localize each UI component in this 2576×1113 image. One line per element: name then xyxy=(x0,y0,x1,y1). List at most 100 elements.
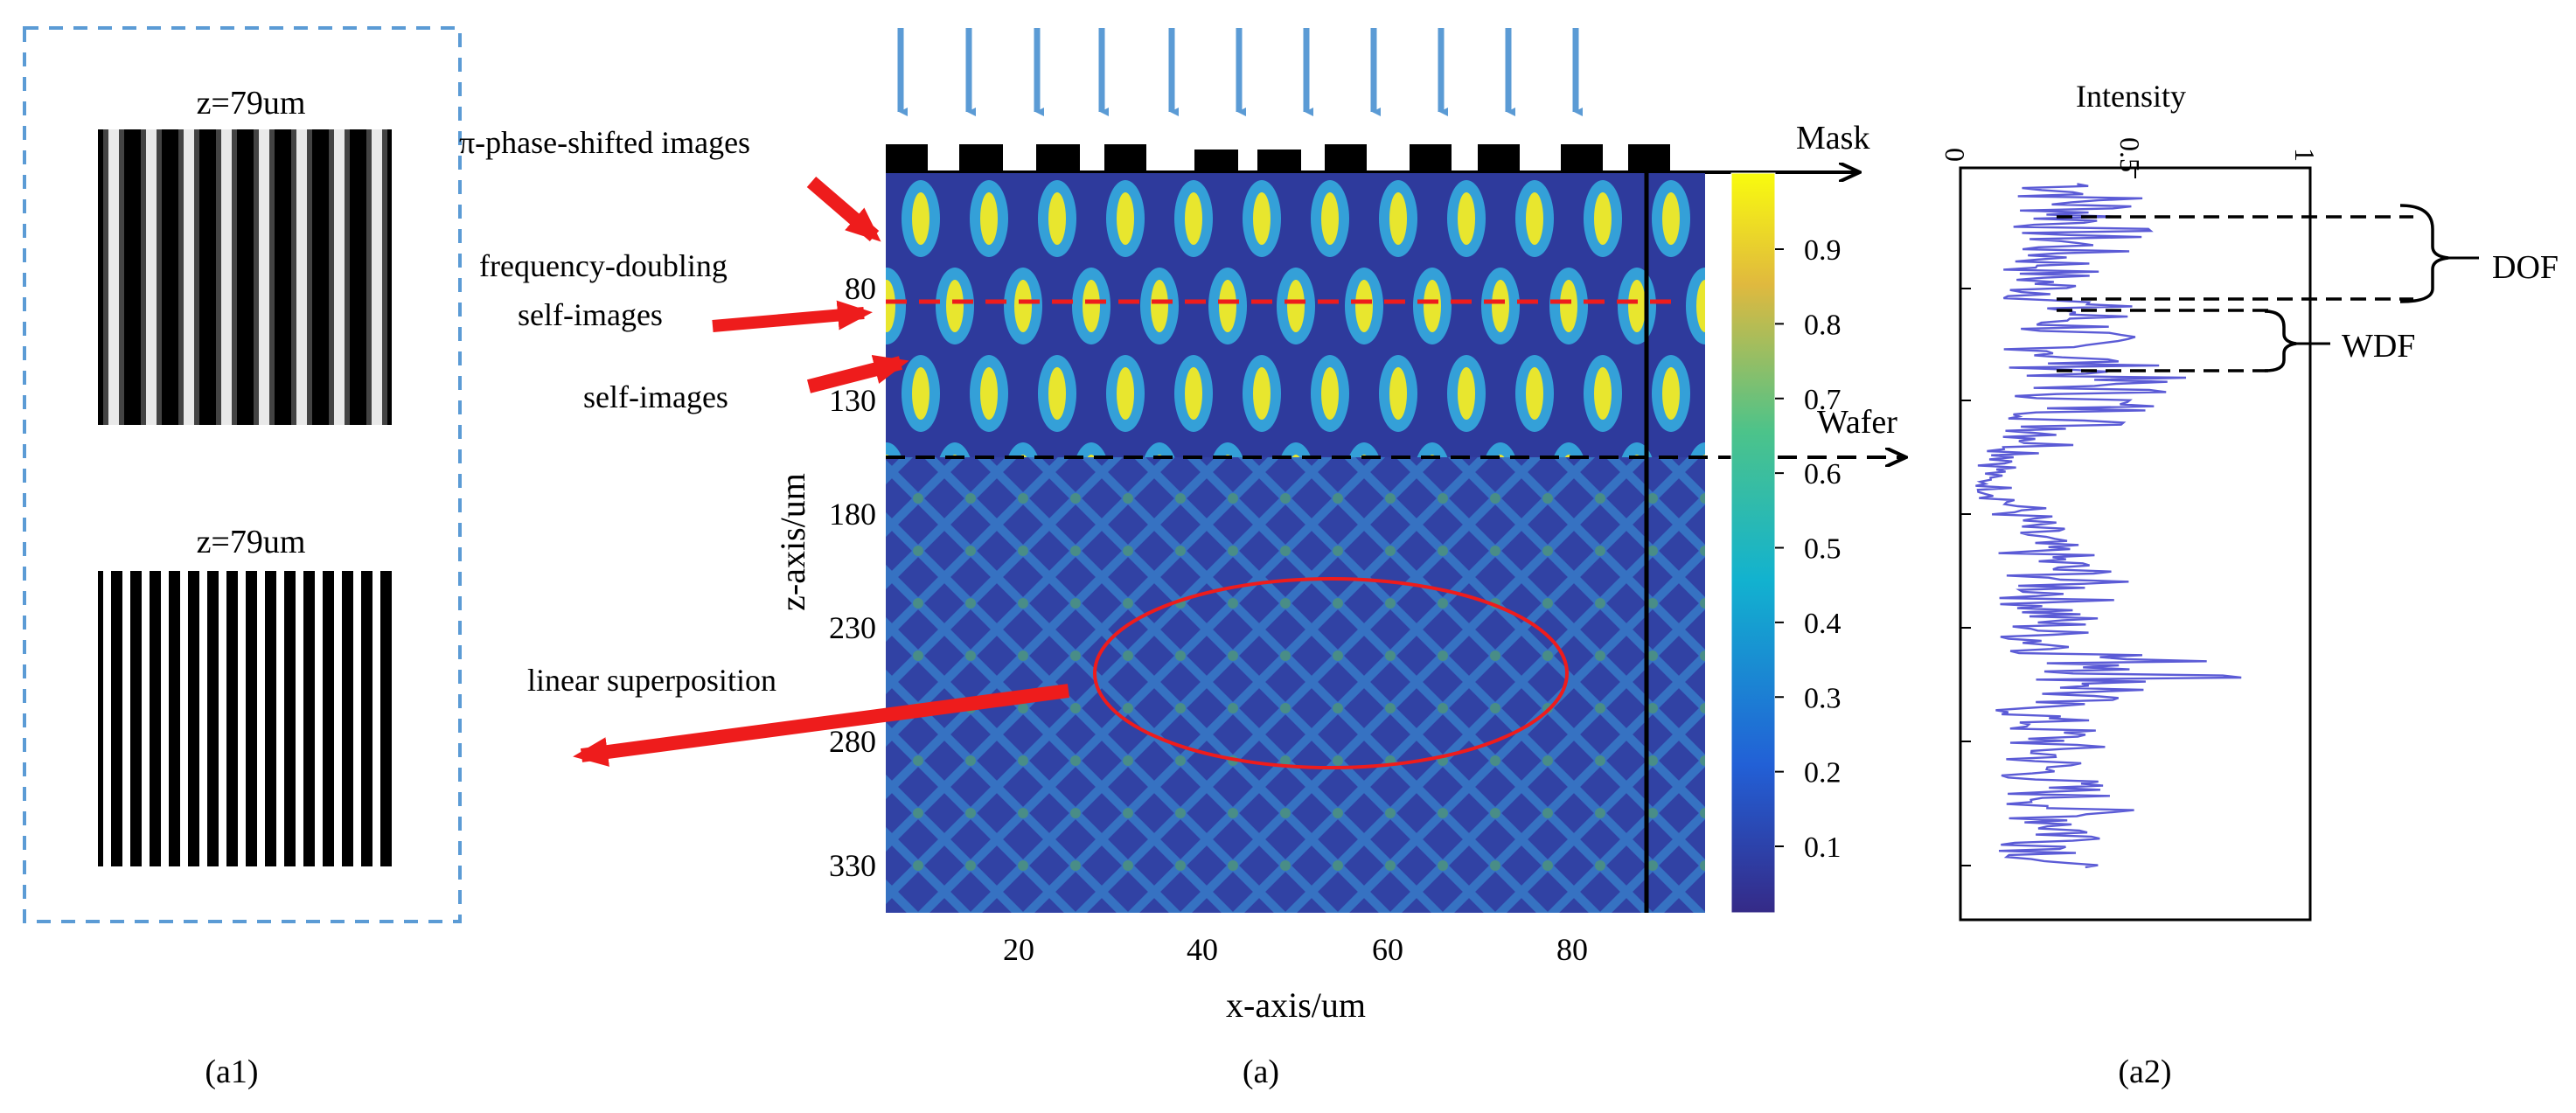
stripe-bottom xyxy=(353,571,361,866)
mask-block xyxy=(1036,144,1080,174)
y-tick-label: 130 xyxy=(829,383,876,418)
stripe-top xyxy=(108,129,119,425)
mask-block xyxy=(959,144,1003,174)
wdf-label: WDF xyxy=(2342,328,2415,365)
stripe-top xyxy=(184,129,194,425)
y-tick-label: 180 xyxy=(829,497,876,532)
mask-block xyxy=(1257,150,1301,174)
stripe-bottom xyxy=(161,571,169,866)
field-intensity-map xyxy=(886,173,1705,913)
stripe-bottom xyxy=(276,571,284,866)
panel-a1-caption: (a1) xyxy=(205,1054,258,1090)
annotation-freq-doubling-1: frequency-doubling xyxy=(479,248,728,283)
stripe-pattern-top xyxy=(98,129,392,425)
panel-a2-caption: (a2) xyxy=(2118,1054,2171,1090)
mask-block xyxy=(1561,144,1603,174)
panel-a-caption: (a) xyxy=(1243,1054,1279,1090)
x-tick-label: 40 xyxy=(1187,932,1218,967)
panel-a1-dashed-border xyxy=(23,26,462,923)
mask-block xyxy=(1104,144,1146,174)
stripe-glow-top xyxy=(291,129,312,425)
x-axis-label: x-axis/um xyxy=(1226,985,1366,1025)
x-tick-label: 60 xyxy=(1372,932,1403,967)
stripe-glow-top xyxy=(103,129,124,425)
stripe-bottom xyxy=(334,571,342,866)
y-tick-label: 330 xyxy=(829,848,876,883)
stripe-bottom xyxy=(238,571,246,866)
dof-label: DOF xyxy=(2492,249,2559,286)
mask-blocks xyxy=(886,144,1670,174)
mask-block xyxy=(1628,144,1670,174)
colorbar-tick-label: 0.3 xyxy=(1804,682,1841,714)
y-axis-ticks: 80 130 180 230 280 330 xyxy=(829,271,876,883)
a2-x-tick-label: 1 xyxy=(2289,148,2321,162)
stripe-glow-top xyxy=(329,129,350,425)
stripe-top xyxy=(221,129,232,425)
stripe-bottom xyxy=(219,571,226,866)
annotation-pi-phase: π-phase-shifted images xyxy=(459,125,750,160)
arrow-pi-phase xyxy=(806,176,881,242)
stripe-bottom xyxy=(372,571,380,866)
mask-block xyxy=(886,144,928,174)
stripe-bottom xyxy=(142,571,150,866)
stripe-top xyxy=(146,129,157,425)
mask-block xyxy=(1410,144,1452,174)
stripe-glow-top xyxy=(366,129,387,425)
wafer-label: Wafer xyxy=(1817,404,1897,441)
y-tick-label: 80 xyxy=(845,271,876,306)
colorbar-ticks: 0.1 0.2 0.3 0.4 0.5 0.6 0.7 0.8 0.9 xyxy=(1775,234,1841,864)
intensity-profile-line xyxy=(1975,183,2242,869)
colorbar-tick-label: 0.1 xyxy=(1804,831,1841,864)
mask-block xyxy=(1325,144,1367,174)
y-tick-label: 230 xyxy=(829,610,876,645)
a2-x-tick-label: 0 xyxy=(1939,148,1971,162)
colorbar-tick-label: 0.5 xyxy=(1804,533,1841,566)
stripe-glow-top xyxy=(178,129,199,425)
stripe-bottom xyxy=(315,571,323,866)
wdf-bracket xyxy=(2057,309,2330,372)
x-axis-ticks: 20 40 60 80 xyxy=(1003,932,1588,967)
colorbar-tick-label: 0.2 xyxy=(1804,757,1841,790)
colorbar-tick-label: 0.8 xyxy=(1804,309,1841,341)
panel-a1-bottom-title: z=79um xyxy=(197,524,306,560)
colorbar-tick-label: 0.7 xyxy=(1804,384,1841,416)
stripe-bottom xyxy=(122,571,130,866)
stripe-bottom xyxy=(199,571,207,866)
panel-a: Mask Wafer 80 130 180 230 280 330 20 40 60 80 x-… xyxy=(459,28,1904,1090)
colorbar-tick-label: 0.9 xyxy=(1804,234,1841,267)
stripe-pattern-bottom xyxy=(98,571,392,866)
stripe-glow-top xyxy=(141,129,162,425)
stripe-bottom xyxy=(257,571,265,866)
stripe-bottom xyxy=(180,571,188,866)
stripe-bottom xyxy=(296,571,303,866)
colorbar xyxy=(1730,172,1776,914)
panel-a2-y-ticks xyxy=(1960,288,1971,866)
stripe-top xyxy=(334,129,345,425)
stripe-top xyxy=(296,129,307,425)
x-tick-label: 80 xyxy=(1556,932,1588,967)
stripe-glow-top xyxy=(254,129,275,425)
annotation-freq-doubling-2: self-images xyxy=(518,297,663,332)
annotation-linear-superposition: linear superposition xyxy=(527,663,776,698)
arrow-linear-superposition xyxy=(573,684,1070,767)
panel-a1-top-title: z=79um xyxy=(197,85,306,122)
arrow-self-images xyxy=(807,355,909,393)
colorbar-tick-label: 0.6 xyxy=(1804,458,1841,490)
stripe-glow-top xyxy=(216,129,237,425)
panel-a2: Intensity 0 0.5 1 DOF WDF (a2) xyxy=(1939,79,2559,1090)
a2-x-tick-label: 0.5 xyxy=(2114,137,2146,172)
mask-label: Mask xyxy=(1796,120,1869,157)
y-tick-label: 280 xyxy=(829,724,876,759)
x-tick-label: 20 xyxy=(1003,932,1034,967)
mask-block xyxy=(1194,150,1238,174)
stripe-top xyxy=(259,129,269,425)
annotation-self-images: self-images xyxy=(583,379,728,414)
y-axis-label: z-axis/um xyxy=(773,473,812,611)
colorbar-tick-label: 0.4 xyxy=(1804,608,1841,640)
arrow-freq-doubling xyxy=(712,300,873,332)
panel-a2-x-ticks: 0 0.5 1 xyxy=(1939,137,2321,178)
incident-beam-arrows xyxy=(897,28,1583,116)
stripe-bottom xyxy=(103,571,111,866)
mask-block xyxy=(1478,144,1520,174)
